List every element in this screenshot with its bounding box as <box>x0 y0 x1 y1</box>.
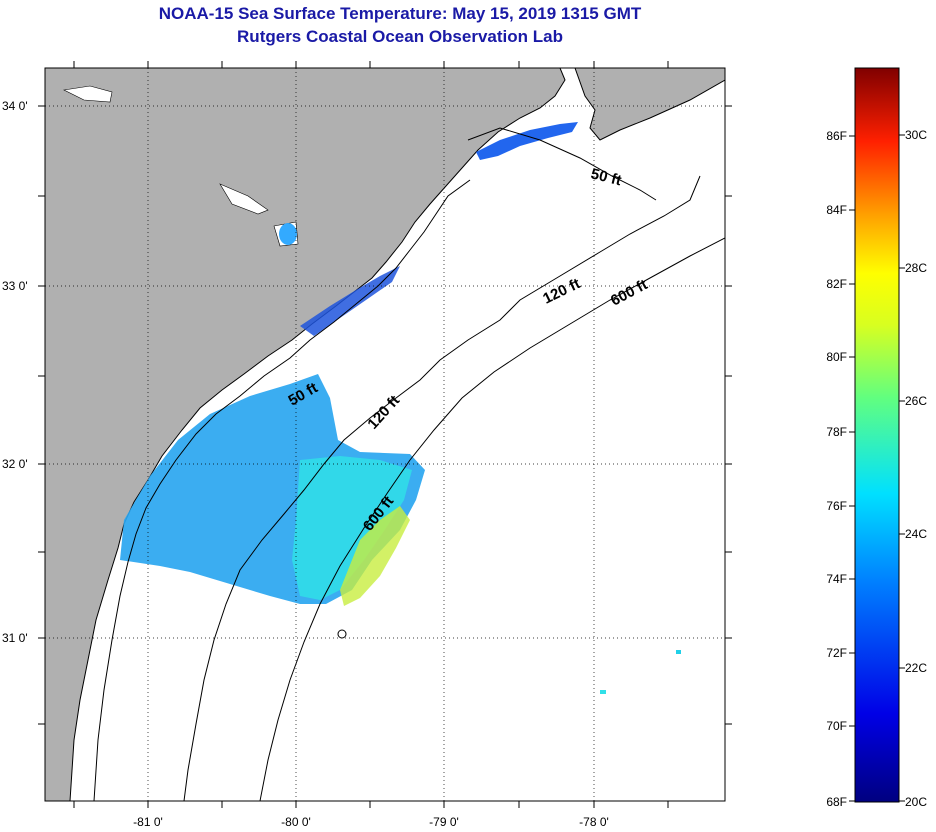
cb-f-label-70: 70F <box>826 719 847 733</box>
cb-f-label-74: 74F <box>826 572 847 586</box>
sst-speck-2 <box>600 690 606 694</box>
cb-c-label-26: 26C <box>905 394 927 408</box>
sst-warm-patch <box>340 506 410 606</box>
sst-offshore-cyan <box>292 456 412 600</box>
lat-label-32: 32 0' <box>2 457 28 471</box>
cb-f-label-80: 80F <box>826 350 847 364</box>
frame-ticks <box>38 61 732 808</box>
cb-f-label-86: 86F <box>826 129 847 143</box>
lon-label-79: -79 0' <box>429 815 459 829</box>
cb-c-label-28: 28C <box>905 261 927 275</box>
cb-f-label-78: 78F <box>826 425 847 439</box>
lon-label-81: -81 0' <box>133 815 163 829</box>
lon-label-78: -78 0' <box>579 815 609 829</box>
sst-north-strip <box>476 122 578 160</box>
sst-lake <box>279 223 297 245</box>
contour-600ft <box>259 237 725 801</box>
cb-f-label-68: 68F <box>826 795 847 809</box>
lon-label-80: -80 0' <box>281 815 311 829</box>
cb-c-label-22: 22C <box>905 661 927 675</box>
cape-outer-banks <box>574 68 725 141</box>
cb-c-label-20: 20C <box>905 795 927 809</box>
cb-f-label-82: 82F <box>826 277 847 291</box>
lat-label-33: 33 0' <box>2 279 28 293</box>
cb-c-label-24: 24C <box>905 527 927 541</box>
contour-50ft <box>93 127 657 801</box>
colorbar-ticks <box>849 134 905 802</box>
cb-c-label-30: 30C <box>905 128 927 142</box>
cb-f-label-84: 84F <box>826 203 847 217</box>
sst-nearshore-strip <box>300 266 400 336</box>
lat-label-34: 34 0' <box>2 99 28 113</box>
cb-f-label-72: 72F <box>826 646 847 660</box>
cb-f-label-76: 76F <box>826 499 847 513</box>
inland-water-1 <box>63 85 113 103</box>
map-title: NOAA-15 Sea Surface Temperature: May 15,… <box>158 4 642 23</box>
map-subtitle: Rutgers Coastal Ocean Observation Lab <box>237 27 563 46</box>
colorbar <box>854 67 900 803</box>
sst-speck-1 <box>676 650 681 654</box>
contour-label-50ft-north: 50 ft <box>589 165 623 189</box>
lat-lon-grid <box>45 68 725 801</box>
inland-water-2 <box>219 183 269 215</box>
lat-label-31: 31 0' <box>2 631 28 645</box>
land-mass <box>45 68 566 801</box>
contour-120ft <box>183 175 701 801</box>
